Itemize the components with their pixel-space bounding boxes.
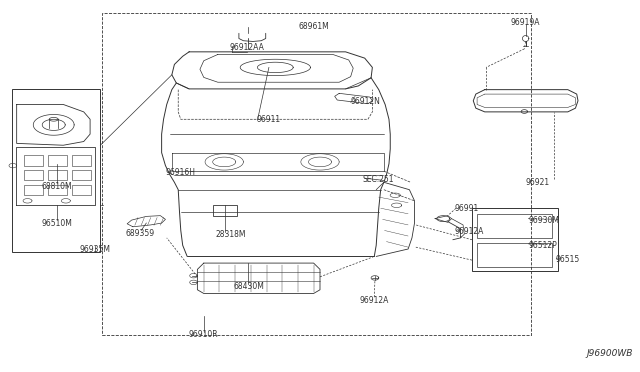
Text: 68961M: 68961M	[298, 22, 329, 31]
Bar	[48, 185, 67, 195]
Bar	[72, 185, 92, 195]
Text: 96912A: 96912A	[454, 227, 483, 236]
Text: 96910R: 96910R	[189, 330, 219, 340]
Text: 96916H: 96916H	[166, 168, 195, 177]
Bar	[212, 205, 237, 216]
Text: SEC.251: SEC.251	[363, 175, 394, 184]
Bar	[477, 214, 552, 238]
Text: 96921: 96921	[525, 178, 549, 187]
Text: J96900WB: J96900WB	[586, 349, 633, 358]
Text: 96935M: 96935M	[80, 244, 111, 253]
Text: 96912N: 96912N	[351, 97, 381, 106]
Bar	[472, 208, 558, 271]
Text: 96919A: 96919A	[511, 19, 540, 28]
Text: 96912A: 96912A	[360, 296, 389, 305]
Bar	[24, 155, 43, 166]
Text: 28318M: 28318M	[215, 230, 246, 240]
Text: 96930M: 96930M	[528, 216, 559, 225]
Bar	[102, 13, 531, 335]
Bar	[477, 243, 552, 267]
Bar	[72, 170, 92, 180]
Bar	[48, 170, 67, 180]
Bar	[48, 155, 67, 166]
Text: 68430M: 68430M	[233, 282, 264, 291]
Text: 96991: 96991	[454, 204, 478, 213]
Bar	[24, 185, 43, 195]
Text: 689359: 689359	[125, 229, 154, 238]
Text: 68810M: 68810M	[42, 182, 72, 191]
Text: 96512P: 96512P	[528, 241, 557, 250]
Bar	[24, 170, 43, 180]
Text: 96911: 96911	[256, 115, 280, 124]
Bar	[72, 155, 92, 166]
Bar	[12, 89, 100, 252]
Text: 96510M: 96510M	[42, 219, 72, 228]
Text: 96912AA: 96912AA	[229, 42, 264, 51]
Text: 96515: 96515	[555, 255, 579, 264]
